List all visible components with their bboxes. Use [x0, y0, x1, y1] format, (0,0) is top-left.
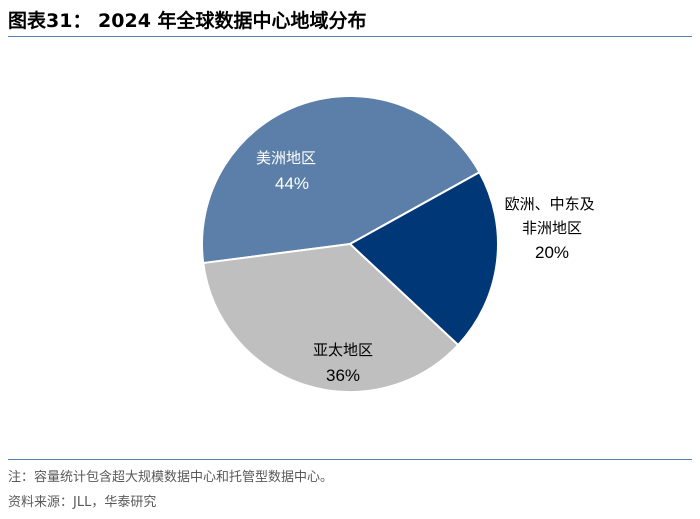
pie-labels: 美洲地区 44% 欧洲、中东及 非洲地区 20% 亚太地区 36%: [256, 149, 600, 385]
source-note: 资料来源：JLL，华泰研究: [8, 495, 157, 510]
slice-value-apac: 36%: [326, 366, 360, 385]
pie-chart: 美洲地区 44% 欧洲、中东及 非洲地区 20% 亚太地区 36%: [201, 95, 600, 393]
slice-value-americas: 44%: [275, 174, 309, 193]
slice-label-emea: 欧洲、中东及 非洲地区: [505, 195, 600, 237]
pie-slice-americas: [201, 95, 481, 265]
slice-label-apac: 亚太地区: [313, 341, 373, 359]
slice-label-emea-line2: 非洲地区: [522, 219, 582, 237]
footnote: 注：容量统计包含超大规模数据中心和托管型数据中心。: [8, 470, 334, 485]
slice-label-americas: 美洲地区: [256, 149, 316, 167]
footnote-divider: [8, 459, 692, 460]
pie-slice-emea: [348, 170, 499, 347]
pie-slices: [201, 95, 499, 393]
slice-label-emea-line1: 欧洲、中东及: [505, 195, 595, 213]
title-divider: [8, 36, 692, 37]
slice-value-emea: 20%: [535, 243, 569, 262]
chart-title: 图表31： 2024 年全球数据中心地域分布: [8, 10, 367, 32]
pie-slice-apac: [202, 242, 460, 393]
